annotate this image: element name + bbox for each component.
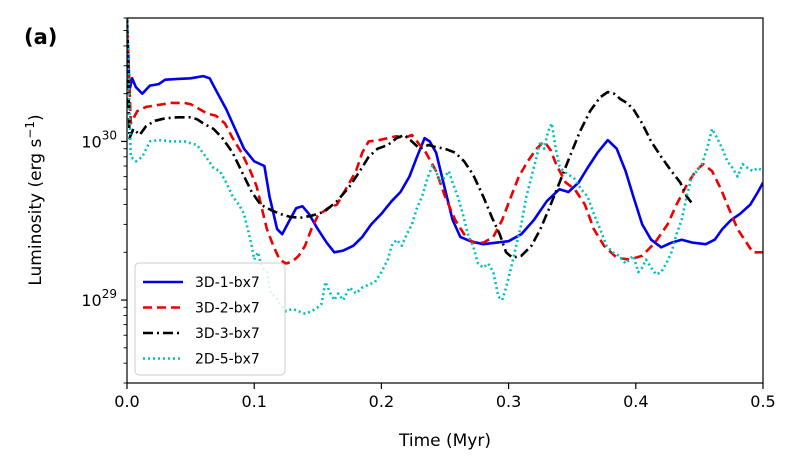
y-axis-label-sup: −1 [23, 121, 37, 139]
legend-label: 3D-2-bx7 [195, 301, 260, 317]
legend: 3D-1-bx7 3D-2-bx7 3D-3-bx7 2D-5-bx7 [134, 262, 286, 376]
series-line-3D-3-bx7 [127, 18, 695, 259]
panel-label: (a) [24, 25, 57, 49]
legend-label: 3D-1-bx7 [195, 275, 260, 291]
y-tick-label: 1030 [81, 128, 117, 151]
x-tick-label: 0.4 [623, 392, 648, 411]
x-tick-label: 0.0 [114, 392, 139, 411]
y-axis-label-close: ) [26, 114, 46, 121]
legend-label: 2D-5-bx7 [195, 352, 260, 368]
y-tick-base: 10 [81, 132, 101, 151]
series-line-3D-2-bx7 [127, 18, 763, 265]
x-tick-label: 0.1 [241, 392, 266, 411]
plot-frame [126, 17, 764, 384]
legend-label: 3D-3-bx7 [195, 326, 260, 342]
legend-box [134, 262, 286, 376]
y-tick-exp: 30 [102, 128, 117, 142]
y-axis-label: Luminosity (erg s−1) [23, 114, 46, 285]
x-axis-ticks: 0.0 0.1 0.2 0.3 0.4 0.5 [114, 383, 776, 411]
y-tick-exp: 29 [102, 287, 117, 301]
x-tick-label: 0.2 [369, 392, 394, 411]
series-line-3D-1-bx7 [127, 18, 763, 254]
y-axis-label-main: Luminosity (erg s [26, 139, 46, 286]
y-tick-label: 1029 [81, 287, 117, 310]
x-tick-label: 0.3 [496, 392, 521, 411]
x-tick-label: 0.5 [750, 392, 775, 411]
y-tick-base: 10 [81, 291, 101, 310]
x-axis-label: Time (Myr) [398, 431, 491, 451]
